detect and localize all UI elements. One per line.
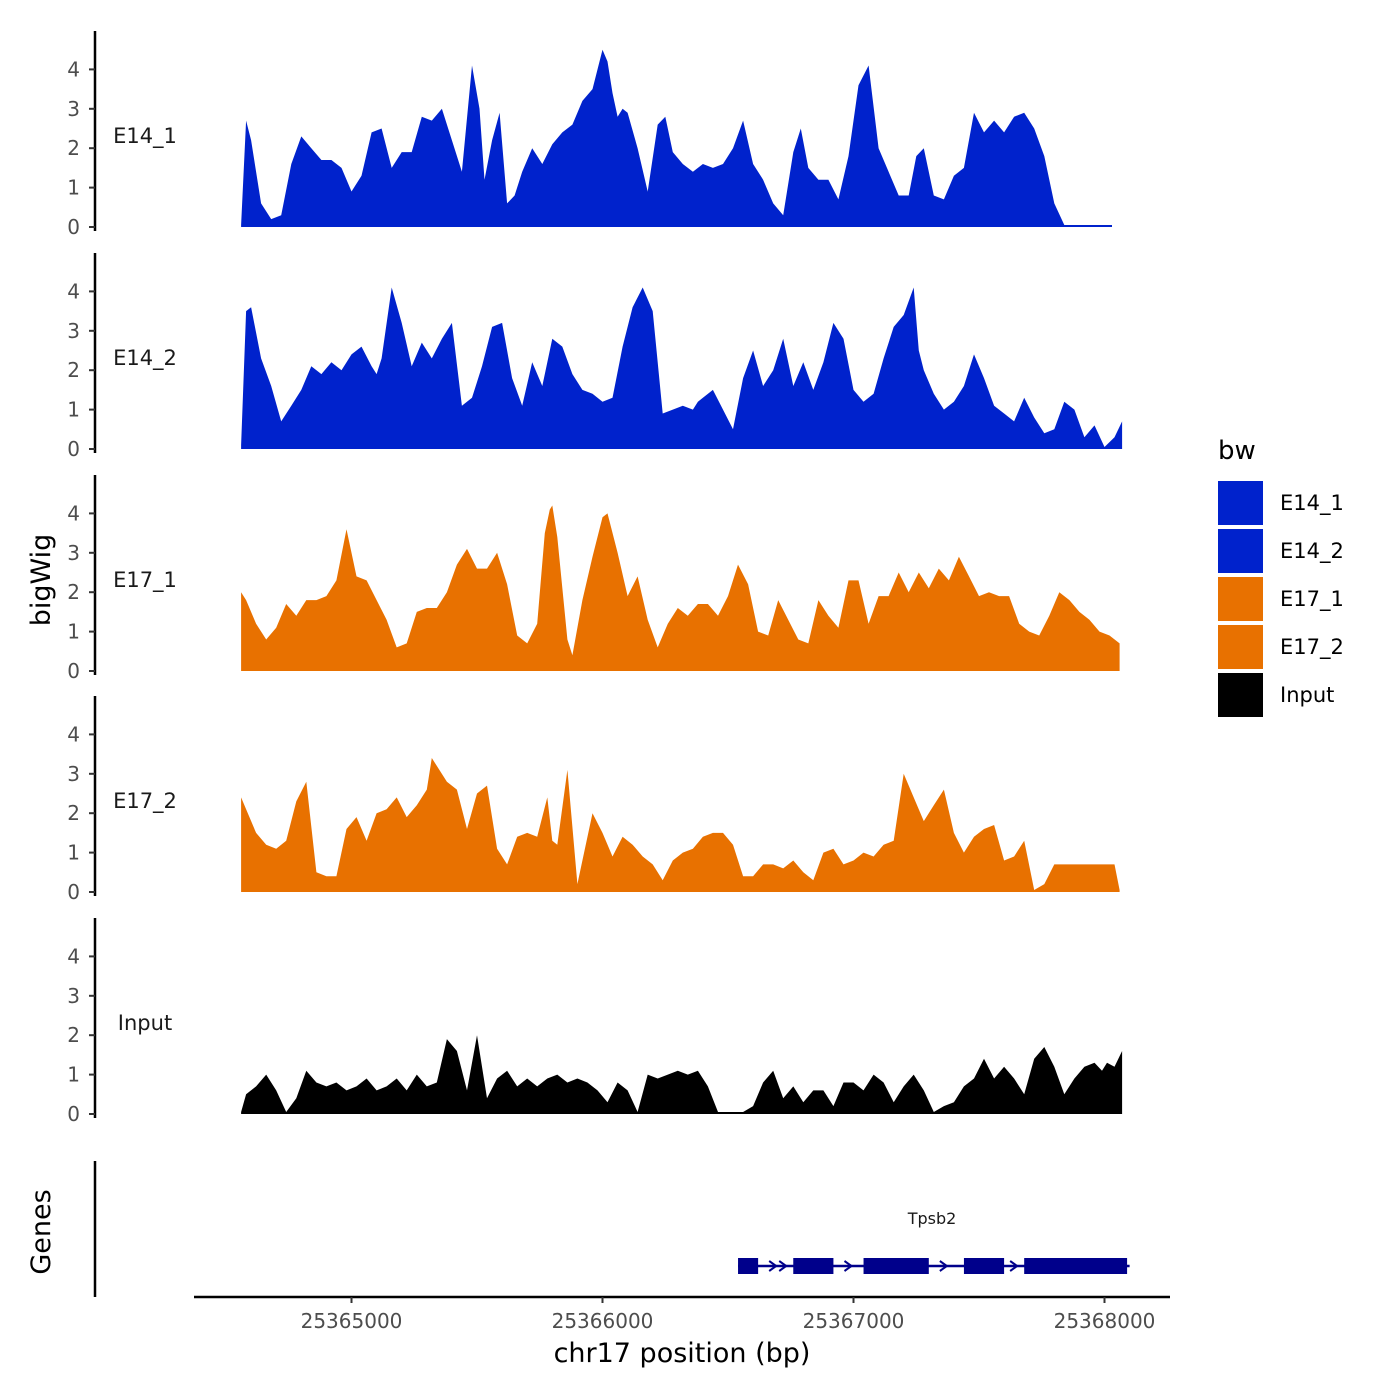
y-tick-label: 1 <box>67 1063 80 1087</box>
y-tick-label: 4 <box>67 57 80 81</box>
y-tick-label: 0 <box>67 437 80 461</box>
strand-arrow <box>778 1260 788 1272</box>
y-tick-label: 4 <box>67 279 80 303</box>
y-tick-label: 1 <box>67 398 80 422</box>
track-label: E17_1 <box>113 568 177 593</box>
coverage-area-E17_1 <box>241 505 1120 671</box>
track-panels: 0 1 2 3 4 E14_1 0 1 2 3 4 E14_2 0 1 2 3 4 E17_1 0 1 2 3 4 E17_2… <box>67 31 1123 1126</box>
gene-exon <box>963 1258 1005 1274</box>
y-tick-label: 4 <box>67 722 80 746</box>
y-tick-label: 3 <box>67 984 80 1008</box>
y-tick-label: 3 <box>67 319 80 343</box>
coverage-area-E14_1 <box>241 49 1113 228</box>
track-label: E17_2 <box>113 789 177 814</box>
legend-label: E14_1 <box>1280 491 1344 516</box>
coverage-area-E17_2 <box>241 758 1120 892</box>
track-label: Input <box>118 1011 172 1035</box>
legend: bw E14_1 E14_2 E17_1 E17_2 Input <box>1218 436 1344 717</box>
track-Input: 0 1 2 3 4 Input <box>67 918 1123 1126</box>
y-tick-label: 1 <box>67 841 80 865</box>
legend-key-E14_2 <box>1218 529 1263 573</box>
legend-title: bw <box>1218 436 1256 466</box>
y-tick-label: 0 <box>67 215 80 239</box>
gene-exon <box>863 1258 929 1274</box>
x-tick-label: 25368000 <box>1054 1309 1156 1333</box>
y-tick-label: 0 <box>67 880 80 904</box>
legend-label: E17_2 <box>1280 635 1344 660</box>
gene-exon <box>738 1258 759 1274</box>
x-axis: 25365000 25366000 25367000 25368000 <box>194 1295 1170 1333</box>
y-tick-label: 2 <box>67 1023 80 1047</box>
track-E17_1: 0 1 2 3 4 E17_1 <box>67 475 1120 683</box>
y-tick-label: 1 <box>67 620 80 644</box>
gene-exon <box>793 1258 834 1274</box>
strand-arrow <box>939 1260 949 1272</box>
legend-label: Input <box>1280 683 1334 707</box>
y-tick-label: 4 <box>67 944 80 968</box>
track-E14_1: 0 1 2 3 4 E14_1 <box>67 31 1113 239</box>
strand-arrow <box>1009 1260 1019 1272</box>
y-tick-label: 2 <box>67 136 80 160</box>
track-label: E14_1 <box>113 124 177 149</box>
legend-key-E17_1 <box>1218 577 1263 621</box>
strand-arrow <box>768 1260 778 1272</box>
y-tick-label: 4 <box>67 501 80 525</box>
y-tick-label: 3 <box>67 97 80 121</box>
gene-label: Tpsb2 <box>907 1209 957 1228</box>
strand-arrow <box>843 1260 854 1272</box>
legend-label: E14_2 <box>1280 539 1344 564</box>
x-tick-label: 25365000 <box>301 1309 403 1333</box>
y-tick-label: 1 <box>67 176 80 200</box>
coverage-area-E14_2 <box>241 287 1123 449</box>
x-tick-label: 25367000 <box>803 1309 905 1333</box>
legend-label: E17_1 <box>1280 587 1344 612</box>
legend-key-E17_2 <box>1218 625 1263 669</box>
track-E17_2: 0 1 2 3 4 E17_2 <box>67 696 1120 904</box>
gene-exon <box>1024 1258 1128 1274</box>
genes-panel: Tpsb2 <box>93 1161 1130 1297</box>
legend-key-E14_1 <box>1218 481 1263 525</box>
coverage-area-Input <box>241 1035 1123 1114</box>
genes-axis-title: Genes <box>26 1189 57 1274</box>
track-label: E14_2 <box>113 346 177 371</box>
legend-key-Input <box>1218 673 1263 717</box>
y-tick-label: 3 <box>67 762 80 786</box>
y-tick-label: 2 <box>67 580 80 604</box>
y-tick-label: 3 <box>67 541 80 565</box>
y-tick-label: 2 <box>67 358 80 382</box>
y-tick-label: 0 <box>67 1102 80 1126</box>
y-axis-title: bigWig <box>26 534 57 627</box>
x-axis-title: chr17 position (bp) <box>554 1338 811 1369</box>
y-tick-label: 2 <box>67 801 80 825</box>
track-E14_2: 0 1 2 3 4 E14_2 <box>67 253 1123 461</box>
y-tick-label: 0 <box>67 659 80 683</box>
x-tick-label: 25366000 <box>552 1309 654 1333</box>
